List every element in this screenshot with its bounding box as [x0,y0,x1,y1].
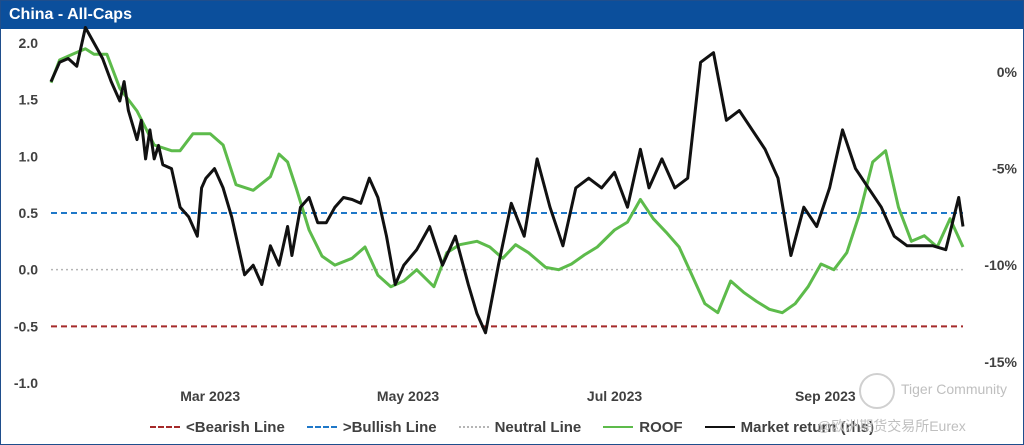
watermark-line2: @欧洲期货交易所Eurex [817,418,966,434]
y-left-tick-label: 0.0 [19,262,39,278]
y-left-tick-label: 1.5 [19,92,39,108]
x-tick-label: Jul 2023 [587,388,642,404]
watermark-line1: Tiger Community [901,381,1008,397]
x-tick-label: Sep 2023 [795,388,856,404]
legend-item-neutral: Neutral Line [458,418,582,436]
legend-item-bullish: >Bullish Line [306,418,437,436]
legend-label-bearish: <Bearish Line [186,418,285,436]
legend-label-bullish: >Bullish Line [342,418,437,436]
y-left-tick-label: -0.5 [14,318,38,334]
legend-swatch-bullish [306,426,337,428]
legend-label-market: Market return (rhs) [740,418,874,436]
legend-item-bearish: <Bearish Line [150,419,285,436]
legend-swatch-roof [603,426,634,428]
chart-title-bar: China - All-Caps [1,1,1023,29]
y-left-tick-label: -1.0 [14,375,38,391]
roof-series-line [49,47,965,315]
market-return-series-line [49,26,965,335]
legend-swatch-market [704,426,735,428]
legend-swatch-bearish [150,426,181,428]
chart-legend: <Bearish Line >Bullish Line Neutral Line… [1,415,1023,439]
y-right-tick-label: -10% [984,257,1017,273]
legend-item-roof: ROOF [603,418,683,436]
y-right-tick-label: -5% [992,161,1017,177]
y-right-tick-label: 0% [997,64,1018,80]
legend-label-neutral: Neutral Line [494,418,582,436]
y-right-tick-label: -15% [984,354,1017,370]
legend-swatch-neutral [458,426,489,428]
legend-label-roof: ROOF [639,418,683,436]
chart-title: China - All-Caps [9,6,132,23]
x-tick-label: May 2023 [377,388,439,404]
x-tick-label: Mar 2023 [180,388,240,404]
legend-item-market: Market return (rhs) [704,418,874,436]
y-left-tick-label: 2.0 [19,35,39,51]
y-left-tick-label: 0.5 [19,205,39,221]
chart-svg: 2.0 1.5 1.0 0.5 0.0 -0.5 -1.0 0% -5% -10% -15% Mar … [14,26,1018,404]
watermark-logo-icon [859,373,895,409]
y-left-tick-label: 1.0 [19,148,39,164]
